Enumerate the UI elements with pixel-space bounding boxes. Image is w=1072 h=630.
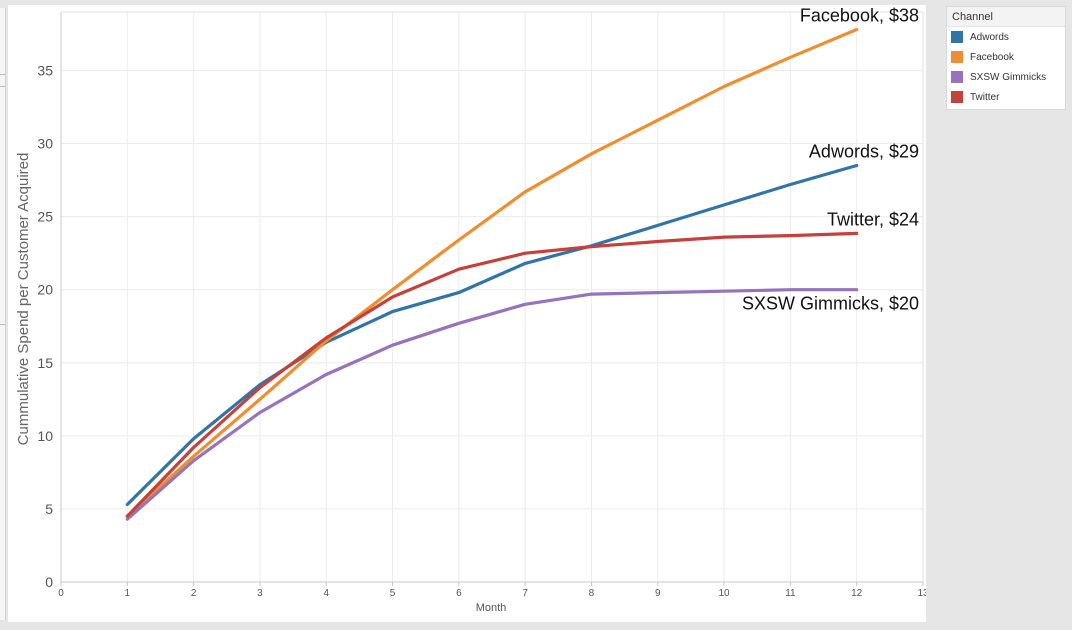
legend-item-facebook[interactable]: Facebook <box>947 47 1065 67</box>
x-tick-label: 8 <box>589 588 595 599</box>
x-tick-labels: 0 1 2 3 4 5 6 7 8 9 10 11 12 13 <box>58 588 929 599</box>
end-label-adwords: Adwords, $29 <box>809 141 919 161</box>
legend-swatch-twitter <box>951 91 963 103</box>
legend-title: Channel <box>947 7 1065 27</box>
y-tick-labels: 0 5 10 15 20 25 30 35 <box>37 62 53 590</box>
x-tick-label: 6 <box>456 588 462 599</box>
series-line-adwords <box>125 163 859 507</box>
end-label-facebook: Facebook, $38 <box>800 6 919 26</box>
series-line-facebook <box>125 27 859 518</box>
legend-label: Facebook <box>970 51 1014 63</box>
x-tick-label: 12 <box>851 588 863 599</box>
x-axis-label: Month <box>476 602 507 614</box>
x-tick-label: 11 <box>785 588 796 599</box>
x-tick-label: 0 <box>58 588 64 599</box>
x-tick-label: 2 <box>191 588 197 599</box>
x-tick-label: 3 <box>257 588 263 599</box>
y-tick-label: 30 <box>37 136 53 152</box>
end-label-sxsw-gimmicks: SXSW Gimmicks, $20 <box>742 294 919 314</box>
panel-divider <box>0 324 5 325</box>
x-tick-label: 1 <box>125 588 131 599</box>
x-tick-label: 9 <box>655 588 661 599</box>
legend-item-twitter[interactable]: Twitter <box>947 87 1065 107</box>
x-tick-label: 4 <box>323 588 329 599</box>
y-tick-label: 10 <box>37 428 53 444</box>
chart-panel: 0 5 10 15 20 25 30 35 0 1 2 3 4 5 6 7 8 9 10 11 12 13 Facebo… <box>8 5 929 622</box>
legend-item-sxsw-gimmicks[interactable]: SXSW Gimmicks <box>947 67 1065 87</box>
y-axis-label: Cummulative Spend per Customer Acquired <box>15 153 32 446</box>
end-labels: Facebook, $38 Adwords, $29 Twitter, $24 SXS… <box>742 6 919 314</box>
series-line-twitter <box>125 231 859 518</box>
legend-label: Adwords <box>970 31 1009 43</box>
x-tick-label: 7 <box>522 588 528 599</box>
left-panel-edge <box>0 8 6 620</box>
series-lines <box>125 27 859 521</box>
x-tick-label: 10 <box>719 588 731 599</box>
x-tick-label: 13 <box>917 588 926 599</box>
y-tick-label: 15 <box>37 355 53 371</box>
y-tick-label: 25 <box>37 209 53 225</box>
legend-swatch-sxsw-gimmicks <box>951 71 963 83</box>
legend: Channel Adwords Facebook SXSW Gimmicks T… <box>946 6 1066 110</box>
end-label-twitter: Twitter, $24 <box>827 209 919 229</box>
y-tick-label: 5 <box>45 501 53 517</box>
panel-divider <box>0 74 5 75</box>
legend-swatch-facebook <box>951 51 963 63</box>
axes <box>60 11 924 586</box>
legend-swatch-adwords <box>951 31 963 43</box>
y-tick-label: 35 <box>37 62 53 78</box>
panel-divider <box>0 86 5 87</box>
series-line-sxsw-gimmicks <box>125 288 859 521</box>
legend-item-adwords[interactable]: Adwords <box>947 27 1065 47</box>
y-tick-label: 0 <box>45 574 53 590</box>
y-tick-label: 20 <box>37 282 53 298</box>
legend-label: Twitter <box>970 91 1000 103</box>
legend-label: SXSW Gimmicks <box>970 71 1047 83</box>
x-tick-label: 5 <box>390 588 396 599</box>
